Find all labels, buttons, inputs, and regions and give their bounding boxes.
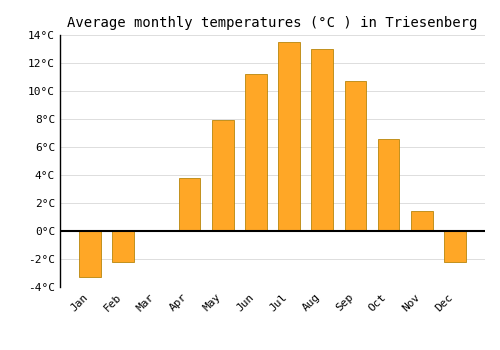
Bar bbox=[344, 81, 366, 231]
Bar bbox=[179, 178, 201, 231]
Bar bbox=[312, 49, 333, 231]
Title: Average monthly temperatures (°C ) in Triesenberg: Average monthly temperatures (°C ) in Tr… bbox=[68, 16, 478, 30]
Bar bbox=[411, 211, 432, 231]
Bar bbox=[245, 74, 266, 231]
Bar bbox=[146, 230, 167, 231]
Bar bbox=[112, 231, 134, 262]
Bar bbox=[278, 42, 300, 231]
Bar bbox=[444, 231, 466, 262]
Bar bbox=[212, 120, 234, 231]
Bar bbox=[80, 231, 101, 277]
Bar bbox=[378, 139, 400, 231]
